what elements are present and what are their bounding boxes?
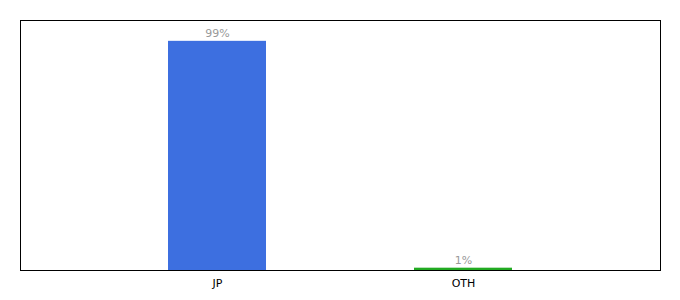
svg-text:JP: JP [212, 277, 223, 290]
svg-text:OTH: OTH [452, 277, 476, 290]
svg-text:1%: 1% [455, 254, 472, 267]
svg-text:99%: 99% [205, 27, 229, 40]
